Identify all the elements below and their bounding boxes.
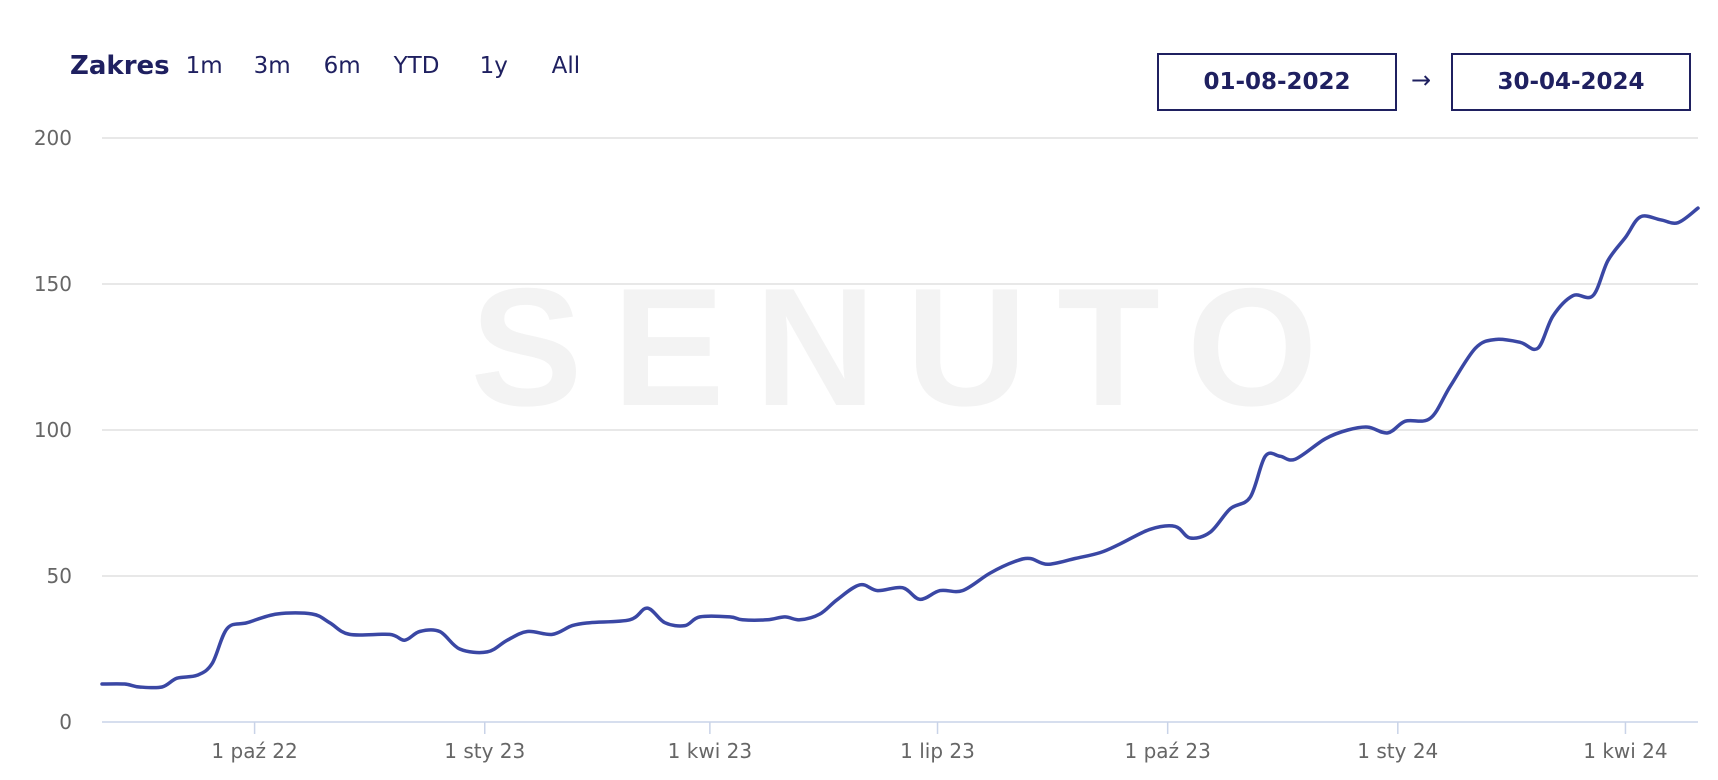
arrow-right-icon: → <box>1411 66 1432 94</box>
series-line <box>100 206 1700 690</box>
range-toolbar: Zakres 1m 3m 6m YTD 1y All <box>70 48 612 84</box>
x-tick-label: 1 paź 23 <box>1124 739 1210 763</box>
x-tick-label: 1 paź 22 <box>211 739 297 763</box>
x-tick-label: 1 kwi 24 <box>1583 739 1667 763</box>
range-button-1y[interactable]: 1y <box>480 53 542 79</box>
y-tick-label: 200 <box>34 126 72 150</box>
date-from-input[interactable]: 01-08-2022 <box>1157 53 1397 111</box>
y-tick-label: 150 <box>34 272 72 296</box>
range-button-6m[interactable]: 6m <box>324 53 384 79</box>
x-axis: 1 paź 22 1 sty 23 1 kwi 23 1 lip 23 1 paź 23… <box>102 721 1698 763</box>
range-label: Zakres <box>70 51 170 81</box>
y-tick-label: 100 <box>34 418 72 442</box>
y-tick-label: 50 <box>47 564 72 588</box>
range-button-all[interactable]: All <box>552 53 602 79</box>
y-axis: 0 50 100 150 200 <box>34 126 72 734</box>
x-tick-label: 1 sty 24 <box>1357 739 1438 763</box>
watermark-logo: SENUTO <box>470 253 1347 441</box>
range-button-ytd[interactable]: YTD <box>394 53 470 79</box>
x-tick-label: 1 sty 23 <box>444 739 525 763</box>
y-tick-label: 0 <box>59 710 72 734</box>
x-tick-label: 1 lip 23 <box>900 739 975 763</box>
range-button-3m[interactable]: 3m <box>254 53 314 79</box>
date-to-input[interactable]: 30-04-2024 <box>1451 53 1691 111</box>
range-button-1m[interactable]: 1m <box>186 53 244 79</box>
grid-lines <box>102 137 1698 577</box>
x-tick-label: 1 kwi 23 <box>668 739 752 763</box>
